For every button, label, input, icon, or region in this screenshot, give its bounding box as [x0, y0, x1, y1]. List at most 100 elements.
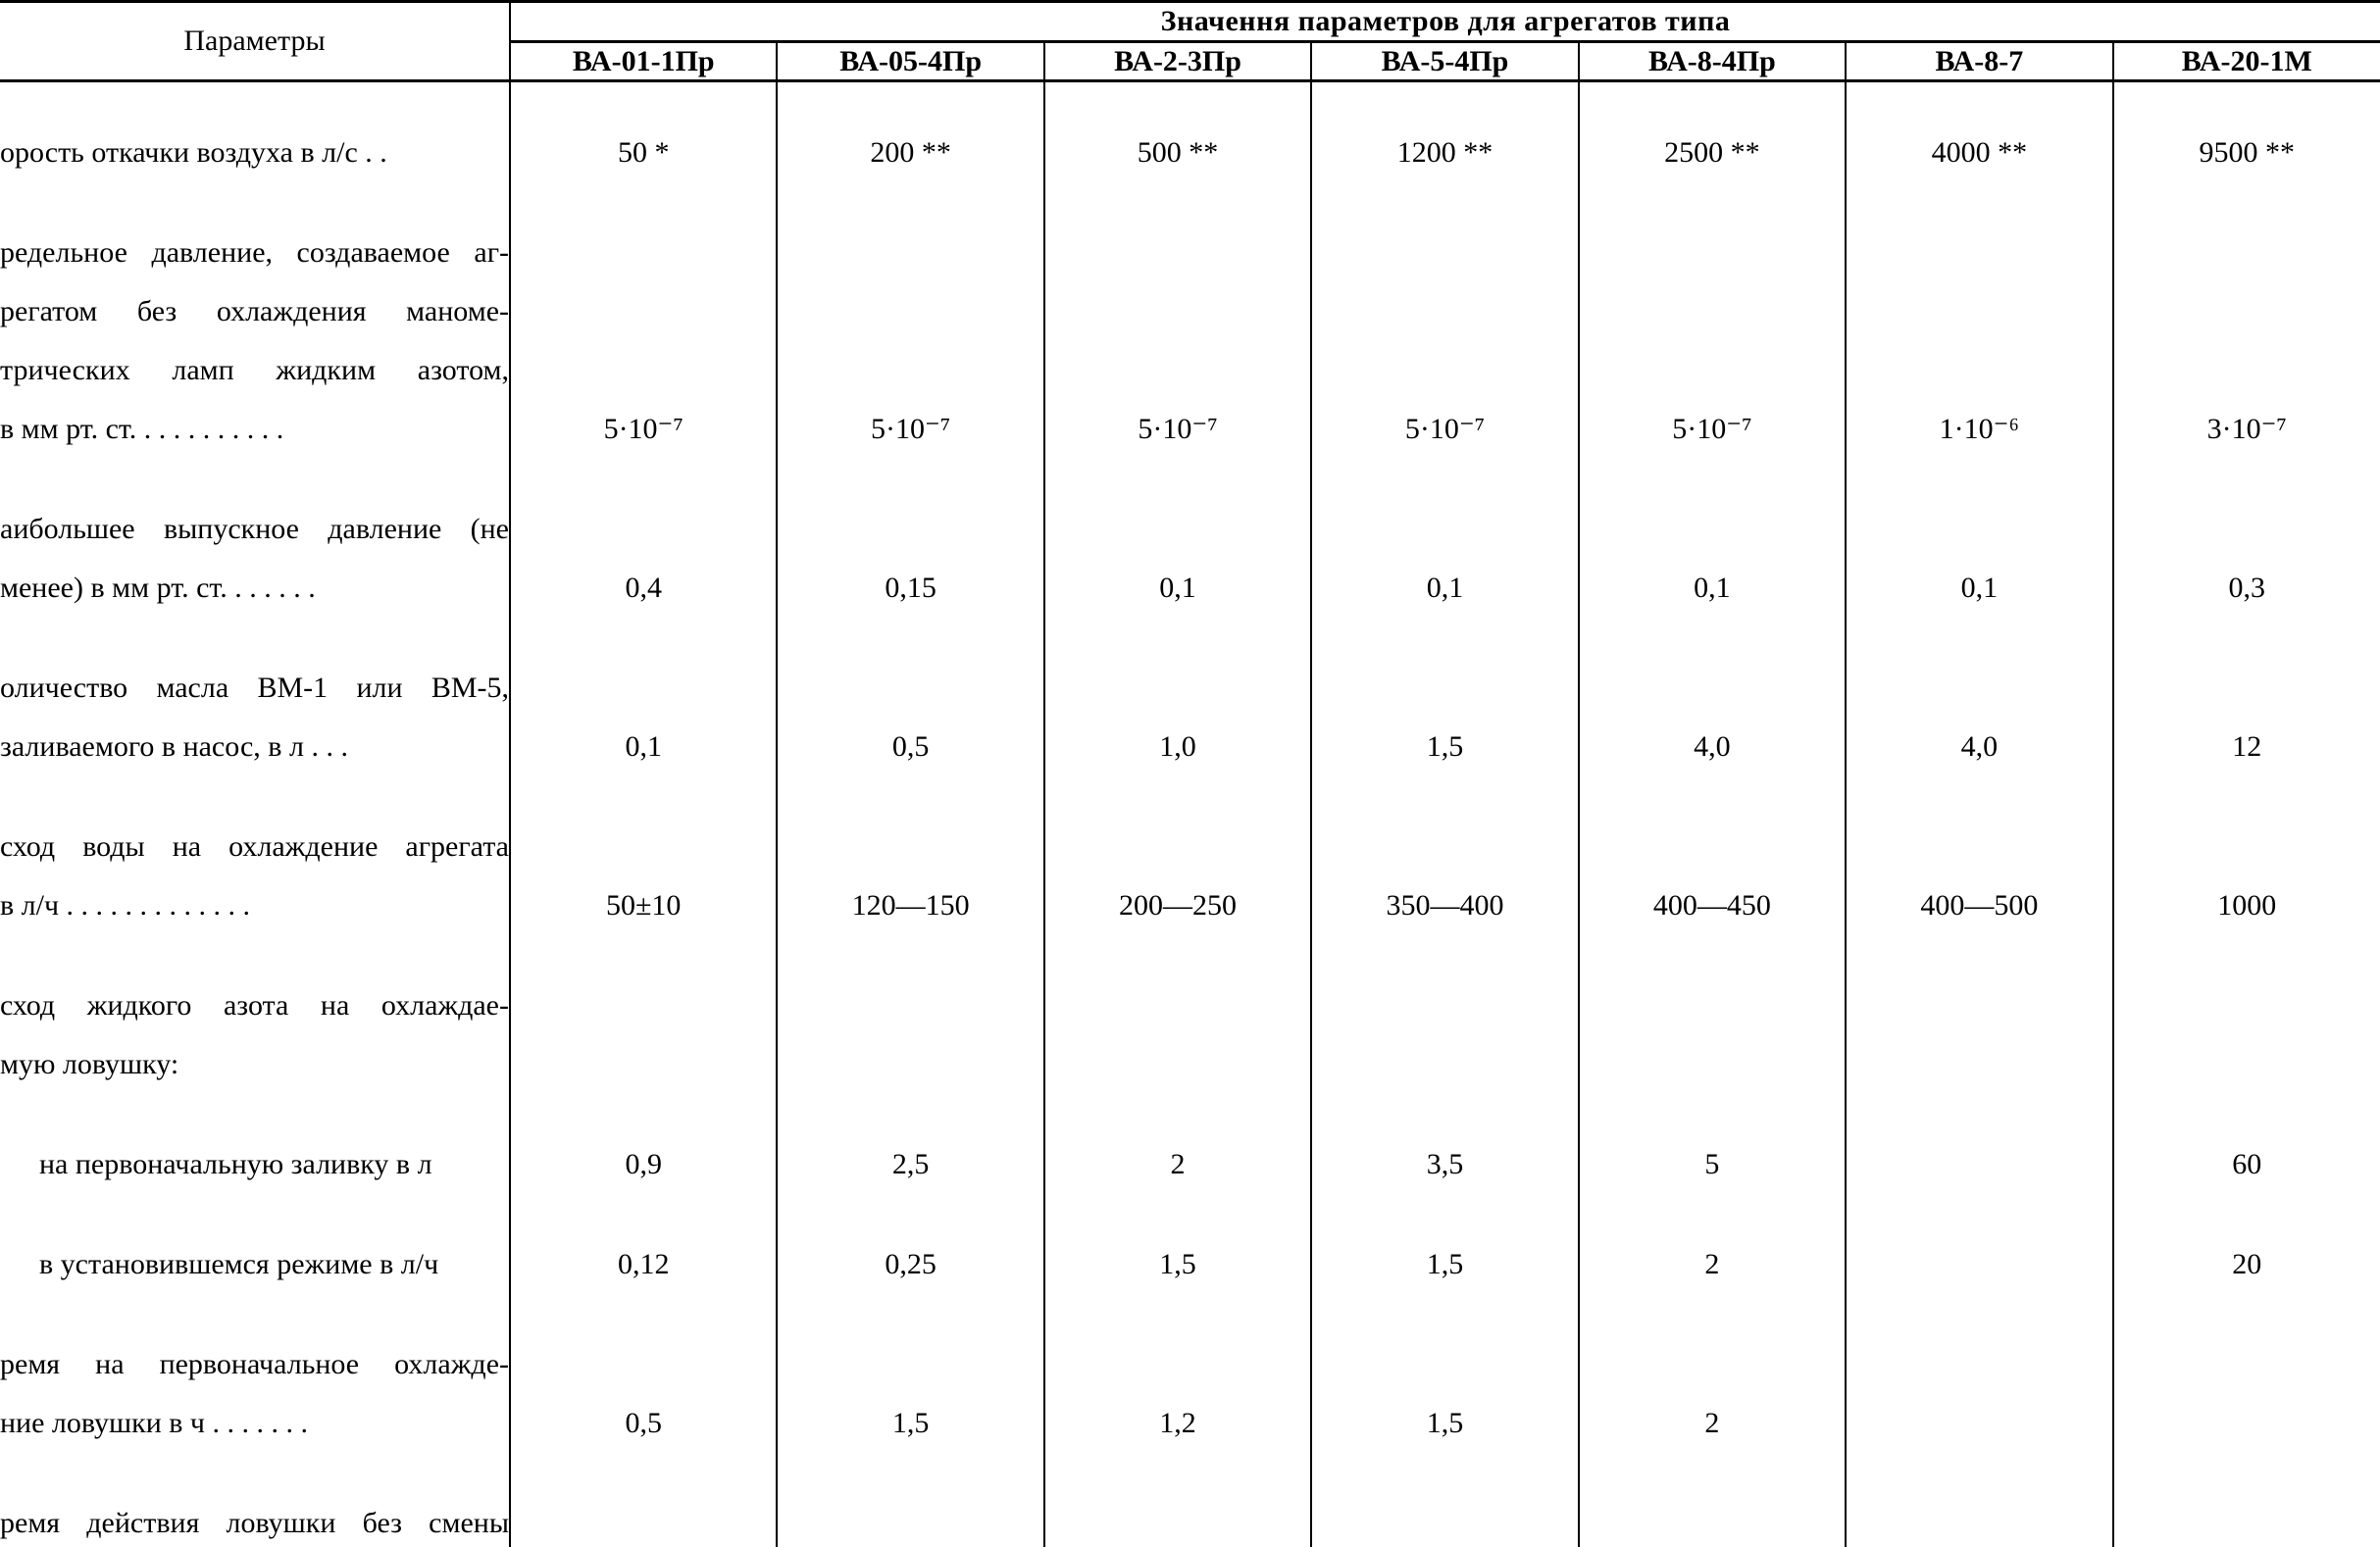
row-label-header: Параметры — [0, 3, 510, 81]
gap-row — [0, 1194, 2380, 1235]
table-cell — [1311, 1494, 1578, 1547]
table-cell: 2500 ** — [1579, 124, 1846, 182]
table-cell — [1846, 1335, 2112, 1394]
row-label-text: ремя действия ловушки без смены — [0, 1505, 509, 1542]
gap-row — [0, 1294, 2380, 1335]
table-row: в мм рт. ст. . . . . . . . . . .5·10⁻⁷5·… — [0, 400, 2380, 459]
table-cell: 120—150 — [777, 876, 1043, 935]
page: Параметры Значення параметров для агрега… — [0, 0, 2380, 1547]
table-row: менее) в мм рт. ст. . . . . . .0,40,150,… — [0, 559, 2380, 618]
col-head-text: ВА-2-3Пр — [1114, 45, 1241, 77]
table-cell: 2 — [1579, 1394, 1846, 1453]
table-row: сход жидкого азота на охлаждае- — [0, 976, 2380, 1035]
table-cell — [1044, 1494, 1311, 1547]
parameters-table: Параметры Значення параметров для агрега… — [0, 0, 2380, 1547]
table-cell — [1846, 1035, 2112, 1094]
col-head-text: ВА-05-4Пр — [839, 45, 982, 77]
table-cell — [2113, 1035, 2380, 1094]
table-cell — [1311, 282, 1578, 341]
table-row: ремя на первоначальное охлажде- — [0, 1335, 2380, 1394]
row-label: регатом без охлаждения маноме- — [0, 282, 510, 341]
table-cell: 20 — [2113, 1235, 2380, 1294]
table-cell: 0,3 — [2113, 559, 2380, 618]
table-cell: 1·10⁻⁶ — [1846, 400, 2112, 459]
table-row: заливаемого в насос, в л . . .0,10,51,01… — [0, 718, 2380, 776]
header-row-1: Параметры Значення параметров для агрега… — [0, 3, 2380, 41]
table-cell — [1044, 1035, 1311, 1094]
table-cell: 1,0 — [1044, 718, 1311, 776]
table-cell — [2113, 224, 2380, 282]
table-cell: 0,12 — [510, 1235, 777, 1294]
row-label-text: мую ловушку: — [0, 1046, 509, 1083]
table-cell: 60 — [2113, 1135, 2380, 1194]
row-label-text: ние ловушки в ч . . . . . . . — [0, 1405, 509, 1442]
row-label: менее) в мм рт. ст. . . . . . . — [0, 559, 510, 618]
col-head: ВА-8-7 — [1846, 41, 2112, 81]
table-cell: 1,5 — [1311, 1235, 1578, 1294]
table-cell — [1311, 500, 1578, 559]
table-cell: 0,15 — [777, 559, 1043, 618]
row-label: аибольшее выпускное давление (не — [0, 500, 510, 559]
col-head-text: ВА-8-7 — [1935, 45, 2023, 77]
table-cell — [777, 1335, 1043, 1394]
row-label: ние ловушки в ч . . . . . . . — [0, 1394, 510, 1453]
row-label-text: ремя на первоначальное охлажде- — [0, 1346, 509, 1383]
row-label-text: трических ламп жидким азотом, — [0, 352, 509, 389]
table-cell — [1579, 341, 1846, 400]
table-cell: 5·10⁻⁷ — [1044, 400, 1311, 459]
row-label-text: регатом без охлаждения маноме- — [0, 293, 509, 330]
table-cell — [1044, 500, 1311, 559]
table-cell: 5·10⁻⁷ — [1579, 400, 1846, 459]
table-cell: 0,1 — [510, 718, 777, 776]
row-label-header-text: Параметры — [183, 25, 325, 57]
table-row: оличество масла ВМ-1 или ВМ-5, — [0, 659, 2380, 718]
col-head-text: ВА-5-4Пр — [1382, 45, 1509, 77]
table-cell — [1846, 818, 2112, 876]
table-cell: 50±10 — [510, 876, 777, 935]
col-head-text: ВА-8-4Пр — [1648, 45, 1776, 77]
table-row: аибольшее выпускное давление (не — [0, 500, 2380, 559]
table-cell: 1,5 — [1311, 718, 1578, 776]
table-cell: 0,5 — [510, 1394, 777, 1453]
table-cell — [1846, 659, 2112, 718]
table-cell — [510, 818, 777, 876]
table-cell: 0,1 — [1846, 559, 2112, 618]
table-row: ние ловушки в ч . . . . . . .0,51,51,21,… — [0, 1394, 2380, 1453]
table-cell — [510, 1035, 777, 1094]
table-cell: 200—250 — [1044, 876, 1311, 935]
row-label-text: в мм рт. ст. . . . . . . . . . . — [0, 411, 509, 448]
table-cell — [1311, 659, 1578, 718]
table-cell: 9500 ** — [2113, 124, 2380, 182]
gap-row — [0, 1453, 2380, 1494]
table-cell: 200 ** — [777, 124, 1043, 182]
table-cell — [1044, 818, 1311, 876]
table-cell — [1846, 1235, 2112, 1294]
table-cell — [510, 976, 777, 1035]
table-cell: 3,5 — [1311, 1135, 1578, 1194]
table-cell — [1311, 1335, 1578, 1394]
table-cell: 1000 — [2113, 876, 2380, 935]
row-label: трических ламп жидким азотом, — [0, 341, 510, 400]
gap-row — [0, 182, 2380, 224]
table-cell: 5·10⁻⁷ — [510, 400, 777, 459]
row-label: оличество масла ВМ-1 или ВМ-5, — [0, 659, 510, 718]
row-label: заливаемого в насос, в л . . . — [0, 718, 510, 776]
table-cell — [1044, 282, 1311, 341]
table-cell: 5·10⁻⁷ — [777, 400, 1043, 459]
columns-spanner-text: Значення параметров для агрегатов типа — [1161, 5, 1731, 37]
table-cell: 2 — [1579, 1235, 1846, 1294]
col-head: ВА-2-3Пр — [1044, 41, 1311, 81]
gap-row — [0, 618, 2380, 659]
col-head: ВА-05-4Пр — [777, 41, 1043, 81]
row-label: ремя на первоначальное охлажде- — [0, 1335, 510, 1394]
table-cell: 0,9 — [510, 1135, 777, 1194]
table-cell — [777, 282, 1043, 341]
table-cell — [2113, 818, 2380, 876]
col-head: ВА-8-4Пр — [1579, 41, 1846, 81]
table-row: сход воды на охлаждение агрегата — [0, 818, 2380, 876]
table-row: в л/ч . . . . . . . . . . . . .50±10120—… — [0, 876, 2380, 935]
table-cell — [1044, 976, 1311, 1035]
row-label: ремя действия ловушки без смены — [0, 1494, 510, 1547]
table-row: ремя действия ловушки без смены — [0, 1494, 2380, 1547]
table-body: орость откачки воздуха в л/с . .50 *200 … — [0, 82, 2380, 1547]
